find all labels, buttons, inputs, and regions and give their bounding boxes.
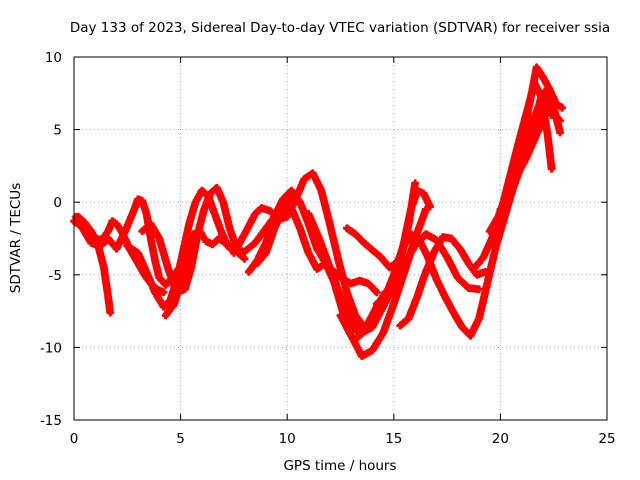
x-tick-label: 25 [598,431,615,447]
y-tick-label: 10 [45,50,62,66]
y-tick-label: -10 [40,340,62,356]
x-tick-label: 10 [279,431,296,447]
chart-figure: Day 133 of 2023, Sidereal Day-to-day VTE… [0,0,640,480]
x-tick-label: 0 [70,431,79,447]
y-tick-label: -5 [49,268,62,284]
x-tick-label: 15 [385,431,402,447]
y-tick-label: 5 [53,123,62,139]
y-axis-label: SDTVAR / TECUs [8,183,24,293]
x-axis-label: GPS time / hours [283,458,396,474]
x-tick-label: 5 [176,431,185,447]
chart-title: Day 133 of 2023, Sidereal Day-to-day VTE… [70,20,610,36]
x-tick-label: 20 [492,431,509,447]
y-tick-label: 0 [53,195,62,211]
y-tick-label: -15 [40,413,62,429]
